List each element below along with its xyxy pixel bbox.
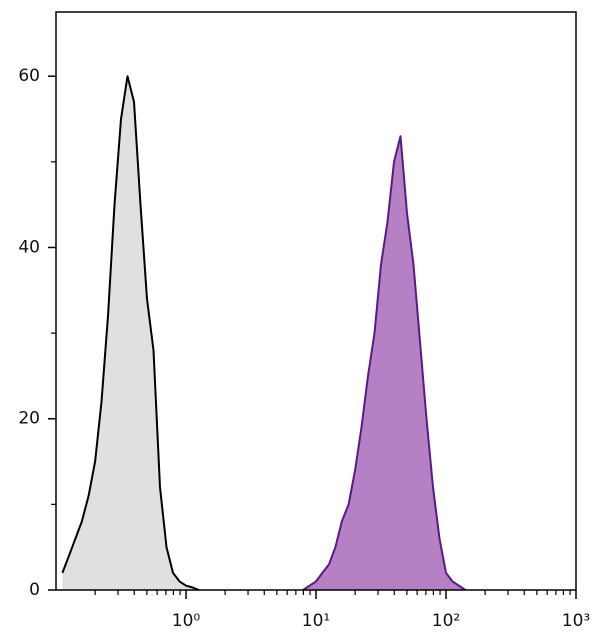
y-tick-label: 0 [29, 580, 40, 600]
histogram-line [61, 75, 200, 591]
y-tick-label: 40 [18, 237, 40, 257]
x-tick-label: 10³ [562, 611, 590, 631]
x-tick-label: 10¹ [302, 611, 330, 631]
y-tick-label: 20 [18, 409, 40, 429]
histogram-line [302, 135, 466, 591]
area-fill [62, 76, 200, 590]
x-tick-label: 10⁰ [172, 611, 201, 631]
x-tick-label: 10² [432, 611, 460, 631]
y-tick-label: 60 [18, 66, 40, 86]
area-fill [303, 136, 466, 590]
